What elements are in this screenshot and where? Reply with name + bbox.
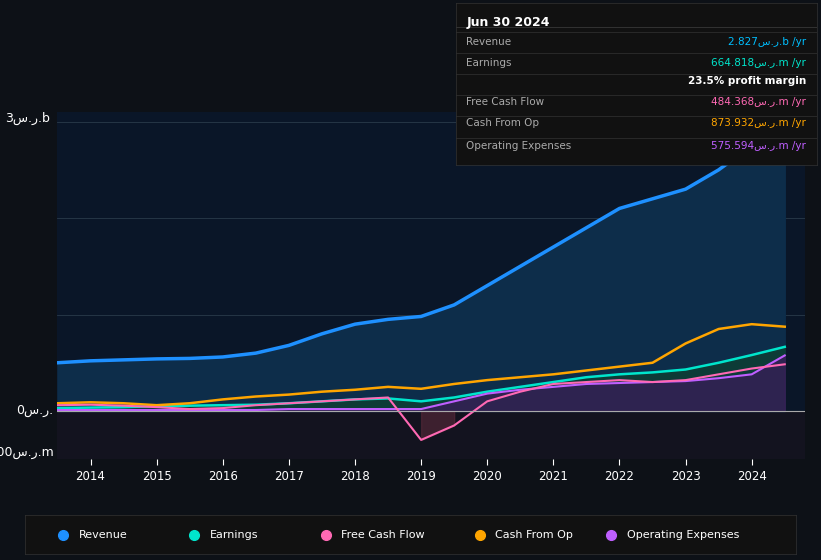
- Text: Earnings: Earnings: [210, 530, 259, 540]
- Text: Operating Expenses: Operating Expenses: [466, 141, 571, 151]
- Text: 575.594س.ر.m /yr: 575.594س.ر.m /yr: [711, 141, 806, 151]
- Text: Earnings: Earnings: [466, 58, 512, 68]
- FancyBboxPatch shape: [57, 411, 805, 459]
- Text: Free Cash Flow: Free Cash Flow: [466, 97, 544, 107]
- Text: Cash From Op: Cash From Op: [495, 530, 573, 540]
- Text: -500س.ر.m: -500س.ر.m: [0, 446, 53, 459]
- Text: Revenue: Revenue: [79, 530, 127, 540]
- Text: 873.932س.ر.m /yr: 873.932س.ر.m /yr: [711, 118, 806, 128]
- Text: Free Cash Flow: Free Cash Flow: [341, 530, 424, 540]
- Text: 664.818س.ر.m /yr: 664.818س.ر.m /yr: [711, 58, 806, 68]
- Text: Operating Expenses: Operating Expenses: [626, 530, 739, 540]
- Text: Cash From Op: Cash From Op: [466, 118, 539, 128]
- Text: 484.368س.ر.m /yr: 484.368س.ر.m /yr: [711, 97, 806, 107]
- Text: 2.827س.ر.b /yr: 2.827س.ر.b /yr: [728, 37, 806, 47]
- Text: 23.5% profit margin: 23.5% profit margin: [688, 76, 806, 86]
- Text: 0س.ر.: 0س.ر.: [16, 404, 53, 417]
- Text: Revenue: Revenue: [466, 37, 511, 47]
- Text: Jun 30 2024: Jun 30 2024: [466, 16, 550, 29]
- Text: 3س.ر.b: 3س.ر.b: [5, 112, 50, 125]
